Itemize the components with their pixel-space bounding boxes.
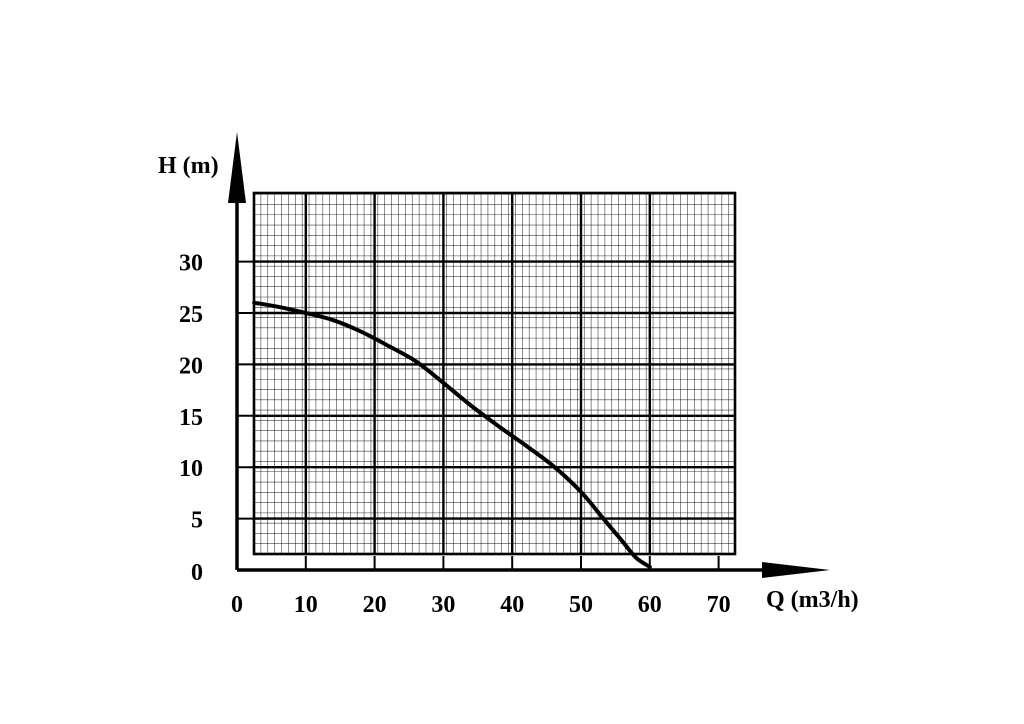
y-tick-label: 5 bbox=[191, 508, 203, 534]
chart-series bbox=[252, 300, 652, 569]
x-tick-label: 20 bbox=[363, 592, 387, 618]
y-tick-label: 10 bbox=[179, 456, 203, 482]
x-tick-label: 40 bbox=[500, 592, 524, 618]
y-tick-label: 0 bbox=[191, 560, 203, 586]
chart-axes bbox=[228, 132, 830, 578]
x-axis-title: Q (m3/h) bbox=[766, 587, 859, 613]
x-tick-label: 10 bbox=[294, 592, 318, 618]
y-tick-label: 15 bbox=[179, 405, 203, 431]
y-tick-label: 25 bbox=[179, 302, 203, 328]
x-tick-label: 0 bbox=[231, 592, 243, 618]
x-tick-label: 60 bbox=[638, 592, 662, 618]
x-axis-arrow-icon bbox=[762, 562, 830, 578]
chart-grid bbox=[252, 191, 737, 556]
x-tick-label: 70 bbox=[707, 592, 731, 618]
chart-labels: H (m) Q (m3/h) 0 5 10 15 20 25 30 0 10 20 30 40 50 60… bbox=[158, 153, 859, 618]
y-axis-arrow-icon bbox=[228, 132, 246, 203]
y-tick-label: 20 bbox=[179, 353, 203, 379]
grid-frame bbox=[252, 191, 737, 556]
x-tick-label: 30 bbox=[431, 592, 455, 618]
y-tick-label: 30 bbox=[179, 251, 203, 277]
x-tick-label: 50 bbox=[569, 592, 593, 618]
y-axis-title: H (m) bbox=[158, 153, 219, 179]
series-line-h-q bbox=[252, 300, 652, 569]
